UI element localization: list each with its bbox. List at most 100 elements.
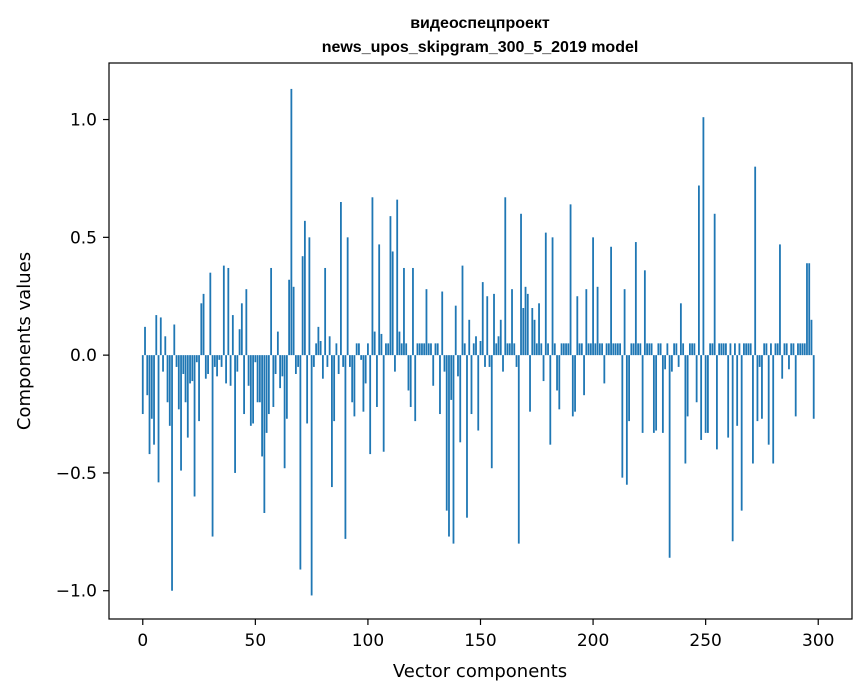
bar-265 [738,343,741,356]
bar-99 [364,355,367,384]
bar-113 [396,199,399,356]
bar-176 [538,303,540,356]
bar-17 [180,355,182,471]
bar-293 [801,343,804,356]
bar-159 [499,319,502,356]
bar-118 [407,355,410,391]
bar-101 [369,355,372,455]
bar-256 [718,343,721,356]
bar-281 [774,343,777,356]
bar-210 [614,343,617,356]
bar-223 [643,270,646,356]
bar-169 [522,308,525,356]
bar-127 [427,343,430,356]
bar-229 [657,343,660,356]
bar-40 [231,315,234,356]
bar-264 [736,355,739,426]
bar-282 [776,343,779,356]
bar-136 [448,355,450,537]
bar-199 [589,343,592,356]
bar-60 [276,331,279,356]
bar-190 [569,204,572,356]
bar-72 [303,220,306,356]
bar-53 [261,355,263,457]
bar-34 [218,355,221,360]
bar-91 [346,237,349,356]
bar-73 [306,355,309,424]
bar-253 [711,343,714,356]
bar-36 [222,265,225,356]
bar-33 [216,355,218,377]
bar-103 [373,331,376,356]
bar-294 [803,343,806,356]
y-tick-label: 0.0 [70,346,97,366]
bar-235 [670,355,673,372]
bar-49 [252,355,254,424]
bar-247 [698,185,700,356]
bar-26 [200,303,203,356]
bar-48 [249,355,252,426]
x-tick-label: 100 [352,631,384,651]
bar-87 [337,355,340,374]
bar-289 [792,343,795,356]
bar-219 [634,242,637,356]
bar-236 [673,343,676,356]
bar-84 [331,355,333,488]
bar-130 [434,343,437,356]
bar-266 [740,355,743,511]
bar-42 [236,355,239,372]
bar-180 [547,343,549,356]
bar-152 [484,355,486,367]
bar-197 [585,289,588,356]
bar-287 [788,355,790,370]
bar-162 [506,343,509,356]
bar-117 [405,343,408,356]
bar-89 [342,355,345,367]
bar-119 [409,355,412,407]
bar-274 [758,355,761,367]
bar-285 [783,343,786,356]
bar-64 [285,355,288,419]
bar-173 [531,308,534,356]
bar-29 [207,355,209,374]
bar-124 [421,343,423,356]
bar-78 [317,326,320,356]
bar-45 [243,355,245,415]
bar-69 [297,355,300,367]
bar-276 [763,343,766,356]
bar-167 [517,355,520,544]
bar-105 [378,244,381,356]
bar-233 [666,343,669,356]
bar-186 [560,343,563,356]
bar-295 [806,263,808,356]
bar-138 [452,355,455,544]
y-tick-label: 0.5 [70,228,97,248]
bar-216 [628,355,630,422]
bar-62 [281,355,284,377]
bar-115 [400,343,403,356]
bar-82 [326,355,329,367]
bar-202 [596,286,599,356]
bar-267 [743,343,745,356]
bar-292 [799,343,802,356]
bar-272 [754,166,757,356]
bar-43 [238,329,241,356]
y-axis-ticks: −1.0 −0.5 0.0 0.5 1.0 [56,111,109,602]
bar-8 [159,317,162,356]
bar-168 [520,213,522,356]
bar-123 [418,343,421,356]
bar-23 [193,355,196,497]
bar-83 [328,336,331,356]
bar-120 [412,267,414,356]
bar-52 [258,355,261,403]
bar-93 [351,355,354,403]
bar-151 [481,282,484,356]
bar-140 [457,355,459,377]
bar-16 [177,355,180,410]
bar-54 [263,355,266,513]
bar-177 [540,343,543,356]
bar-128 [430,343,432,356]
x-tick-label: 50 [245,631,267,651]
